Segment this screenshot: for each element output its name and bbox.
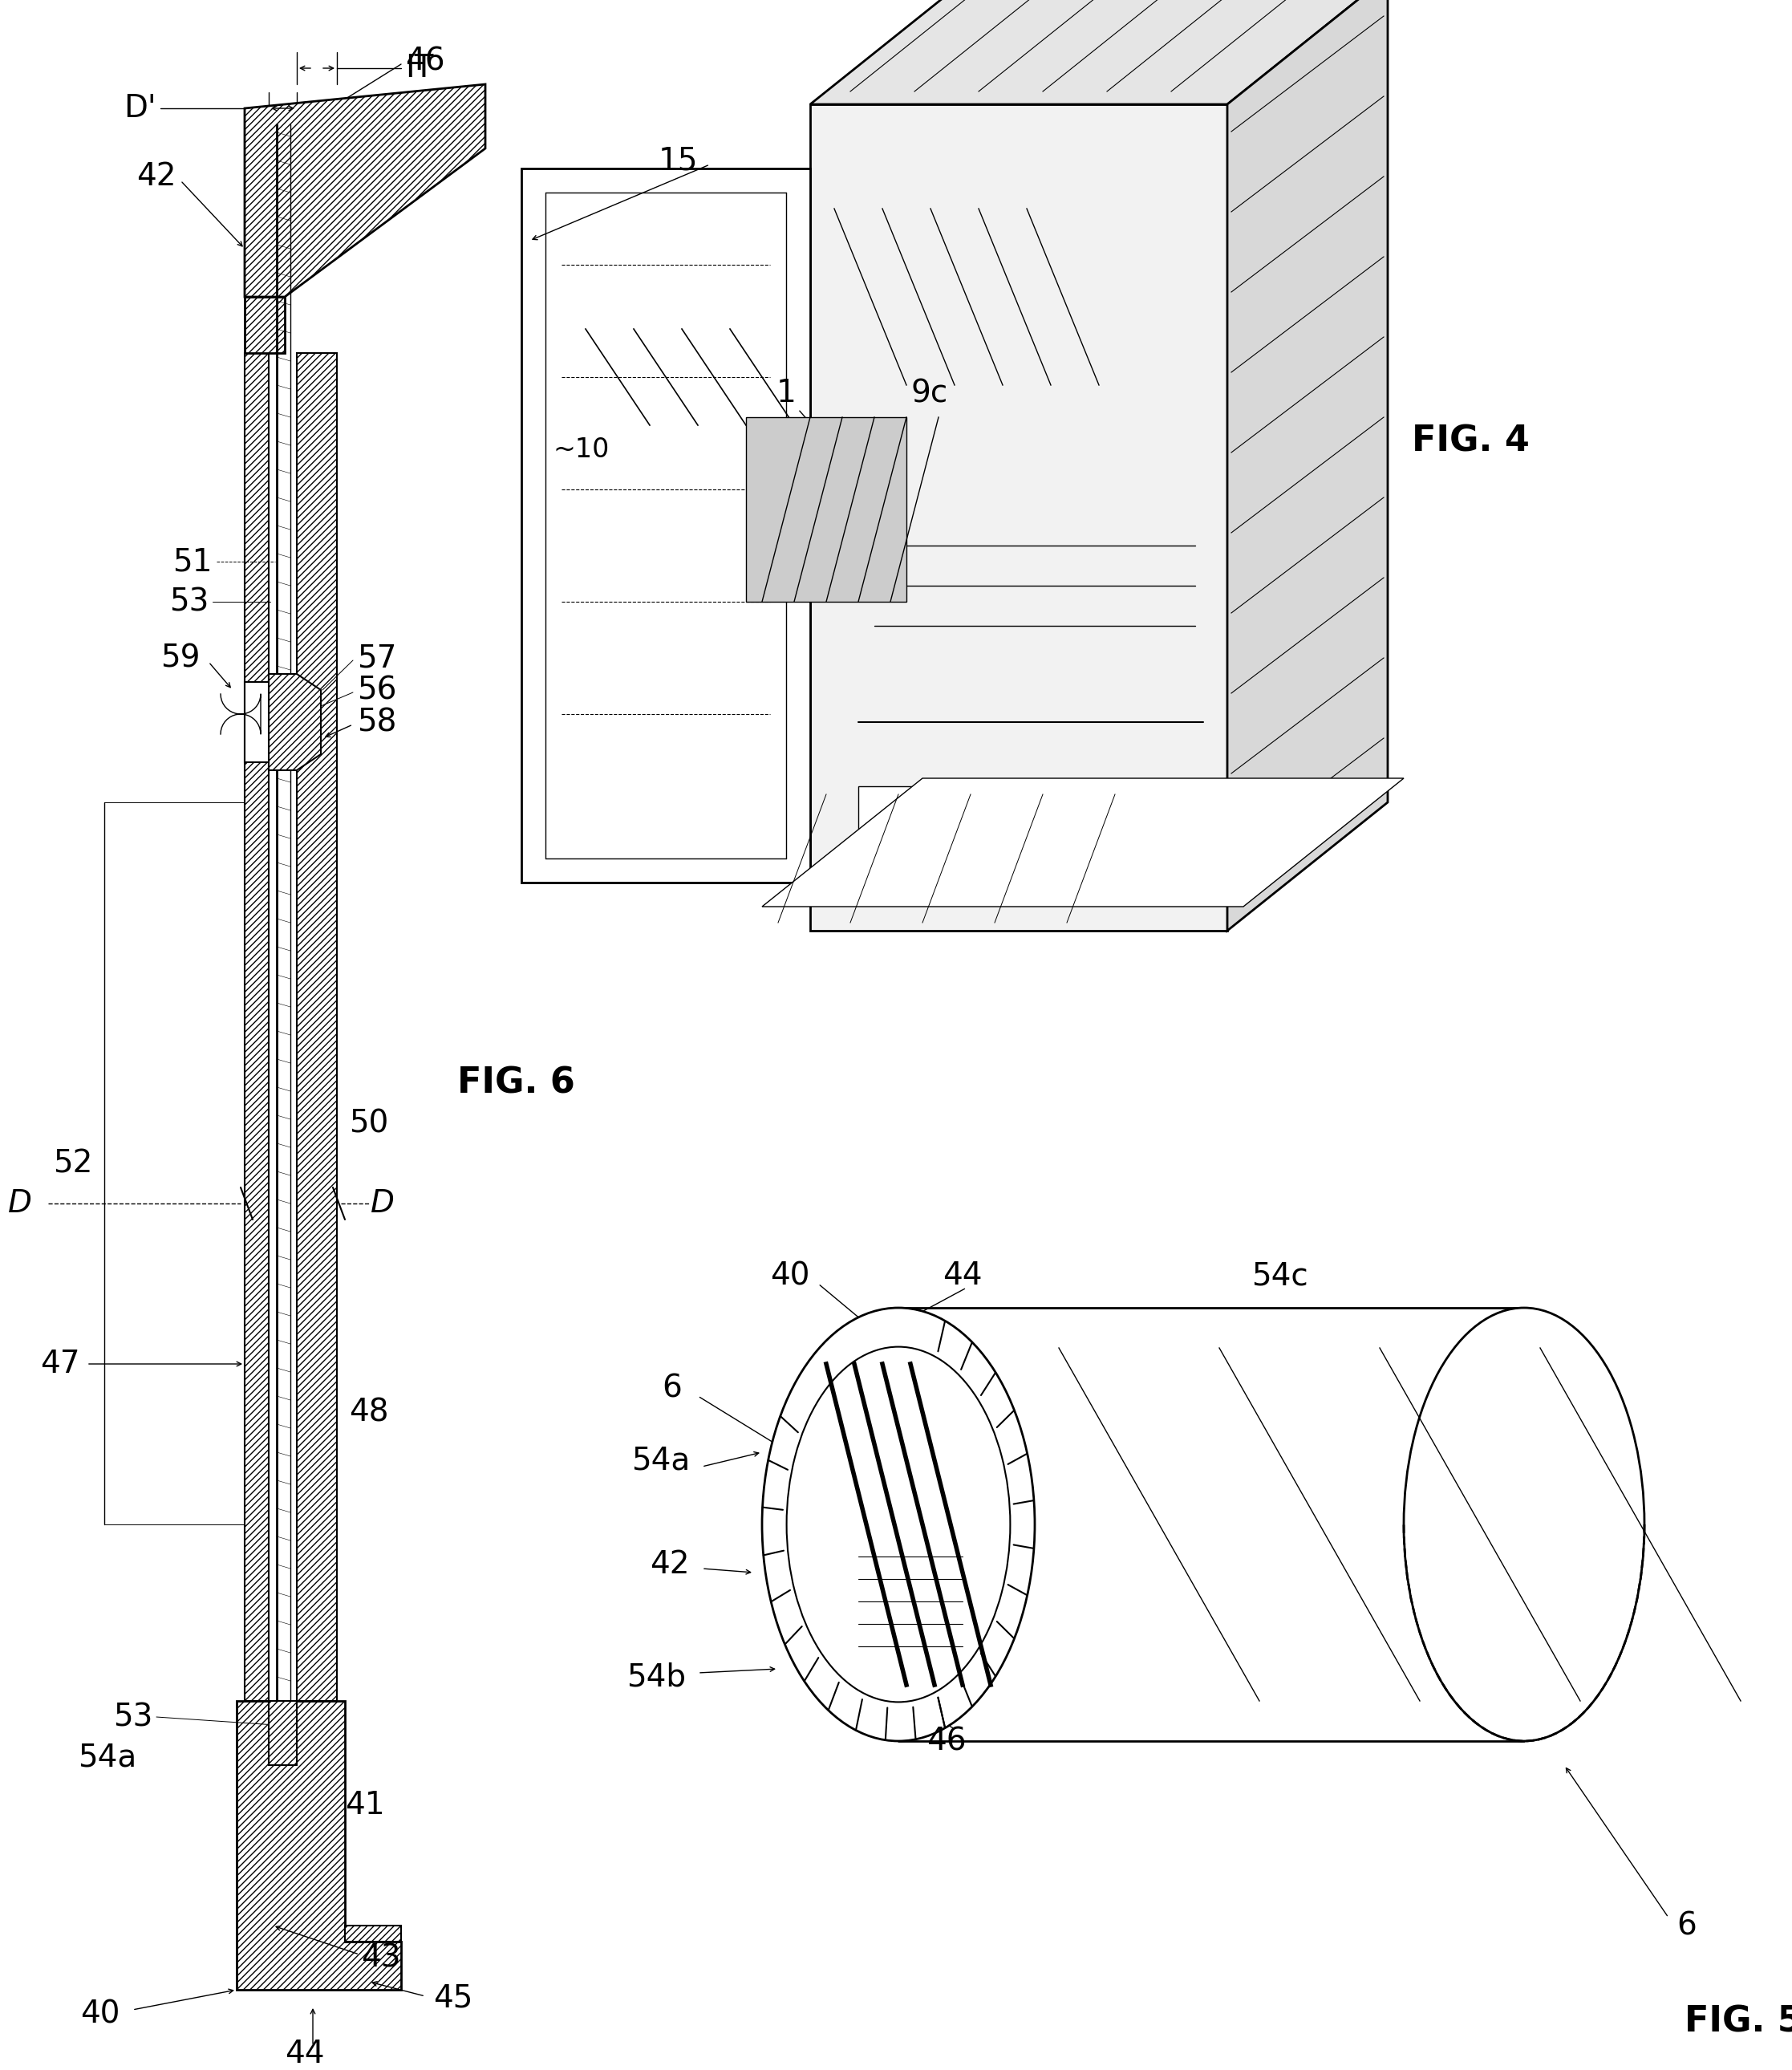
Text: 54c: 54c xyxy=(1251,1261,1308,1292)
Polygon shape xyxy=(810,104,1228,932)
Text: 1: 1 xyxy=(776,379,796,408)
Text: 44: 44 xyxy=(285,2039,324,2070)
Text: D: D xyxy=(371,1188,394,1219)
Polygon shape xyxy=(1228,0,1387,932)
Text: 51: 51 xyxy=(172,546,213,578)
Polygon shape xyxy=(246,296,285,354)
Text: 9c: 9c xyxy=(910,379,948,408)
Text: FIG. 5: FIG. 5 xyxy=(1684,2004,1792,2039)
Text: 40: 40 xyxy=(771,1261,810,1292)
Text: 40: 40 xyxy=(81,2000,120,2029)
Text: 6: 6 xyxy=(1677,1911,1697,1942)
Text: FIG. 4: FIG. 4 xyxy=(1412,424,1530,460)
Text: 52: 52 xyxy=(52,1149,91,1178)
Polygon shape xyxy=(269,1702,297,1766)
Text: ~10: ~10 xyxy=(554,437,609,462)
Ellipse shape xyxy=(762,1308,1034,1741)
Text: 46: 46 xyxy=(926,1726,966,1755)
Polygon shape xyxy=(344,1925,401,1942)
Text: 15: 15 xyxy=(658,145,697,176)
Polygon shape xyxy=(246,354,269,1702)
Text: 54b: 54b xyxy=(627,1662,686,1691)
Text: 47: 47 xyxy=(41,1350,81,1379)
Polygon shape xyxy=(745,418,907,602)
Polygon shape xyxy=(269,675,321,770)
Text: 58: 58 xyxy=(357,706,396,737)
Text: 54a: 54a xyxy=(77,1741,136,1772)
Polygon shape xyxy=(246,85,486,296)
Text: 48: 48 xyxy=(349,1397,389,1428)
Text: D': D' xyxy=(124,93,156,124)
Text: 42: 42 xyxy=(136,161,176,193)
Text: FIG. 6: FIG. 6 xyxy=(457,1066,575,1101)
Text: 42: 42 xyxy=(650,1548,690,1579)
Text: 44: 44 xyxy=(943,1261,982,1292)
Text: 46: 46 xyxy=(405,46,444,77)
Polygon shape xyxy=(762,778,1403,907)
Polygon shape xyxy=(246,681,269,762)
Text: 56: 56 xyxy=(357,675,396,706)
Polygon shape xyxy=(237,1702,401,1989)
Text: 53: 53 xyxy=(168,586,208,617)
Polygon shape xyxy=(858,787,939,851)
Text: 54a: 54a xyxy=(631,1445,690,1476)
Text: 53: 53 xyxy=(113,1702,152,1733)
Text: 59: 59 xyxy=(161,642,201,673)
Text: 43: 43 xyxy=(360,1942,401,1973)
Ellipse shape xyxy=(1403,1308,1645,1741)
Text: IT: IT xyxy=(405,54,434,83)
Polygon shape xyxy=(521,168,810,882)
Text: 6: 6 xyxy=(661,1372,681,1403)
Polygon shape xyxy=(810,0,1387,104)
Text: D: D xyxy=(9,1188,32,1219)
Polygon shape xyxy=(297,354,337,1702)
Text: 45: 45 xyxy=(434,1983,473,2012)
Text: 50: 50 xyxy=(349,1107,389,1139)
Text: 57: 57 xyxy=(357,642,396,673)
Text: 41: 41 xyxy=(344,1791,385,1820)
